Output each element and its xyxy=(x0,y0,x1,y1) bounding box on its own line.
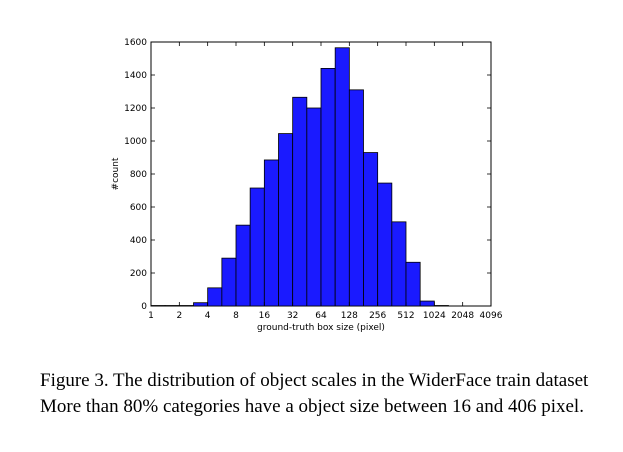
y-tick-label: 400 xyxy=(130,236,147,246)
histogram-bar xyxy=(178,305,194,307)
histogram-bar xyxy=(433,305,449,307)
histogram-bar xyxy=(391,221,407,307)
y-tick-label: 600 xyxy=(130,203,147,213)
histogram-bar xyxy=(221,257,237,307)
histogram-bar xyxy=(164,305,180,307)
histogram-bar xyxy=(193,302,209,307)
histogram-bar xyxy=(306,107,322,307)
x-axis: 1 2 4 8 16 32 64 128 256 512 1024 2048 4096 xyxy=(148,42,503,321)
x-tick-label: 64 xyxy=(315,311,327,321)
histogram-bar xyxy=(263,159,279,307)
y-tick-label: 1200 xyxy=(124,104,147,114)
y-tick-label: 1600 xyxy=(124,38,147,48)
histogram-bar xyxy=(235,224,251,307)
histogram-chart: 1 2 4 8 16 32 64 128 256 512 1024 2048 4096 0 200 400 6… xyxy=(111,38,503,333)
y-tick-label: 0 xyxy=(141,302,147,312)
x-tick-label: 4 xyxy=(205,311,211,321)
histogram-bar xyxy=(278,133,294,307)
y-tick-label: 1400 xyxy=(124,71,147,81)
histogram-bar xyxy=(292,96,308,307)
histogram-bar xyxy=(419,300,435,307)
x-tick-label: 128 xyxy=(341,311,358,321)
y-axis-label: #count xyxy=(111,157,121,190)
histogram-bar xyxy=(320,68,336,307)
x-tick-label: 8 xyxy=(233,311,239,321)
x-tick-label: 512 xyxy=(397,311,414,321)
figure-caption: Figure 3. The distribution of object sca… xyxy=(40,370,589,417)
x-axis-label: ground-truth box size (pixel) xyxy=(257,323,385,333)
y-axis: 0 200 400 600 800 1000 1200 1400 1600 xyxy=(124,38,491,312)
x-tick-label: 4096 xyxy=(480,311,503,321)
x-tick-label: 32 xyxy=(287,311,298,321)
x-tick-label: 256 xyxy=(369,311,386,321)
histogram-bar xyxy=(405,261,421,307)
x-tick-label: 2048 xyxy=(451,311,474,321)
x-tick-label: 16 xyxy=(259,311,271,321)
histogram-bar xyxy=(249,187,265,307)
histogram-bar xyxy=(348,89,364,307)
x-tick-label: 1024 xyxy=(423,311,446,321)
y-tick-label: 200 xyxy=(130,269,147,279)
y-tick-label: 800 xyxy=(130,170,147,180)
x-tick-label: 1 xyxy=(148,311,154,321)
x-tick-label: 2 xyxy=(176,311,182,321)
histogram-bar xyxy=(377,182,393,307)
histogram-bar xyxy=(334,47,350,307)
histogram-bar xyxy=(363,152,379,307)
bars-group xyxy=(150,47,449,307)
histogram-bar xyxy=(207,287,223,307)
y-tick-label: 1000 xyxy=(124,137,147,147)
